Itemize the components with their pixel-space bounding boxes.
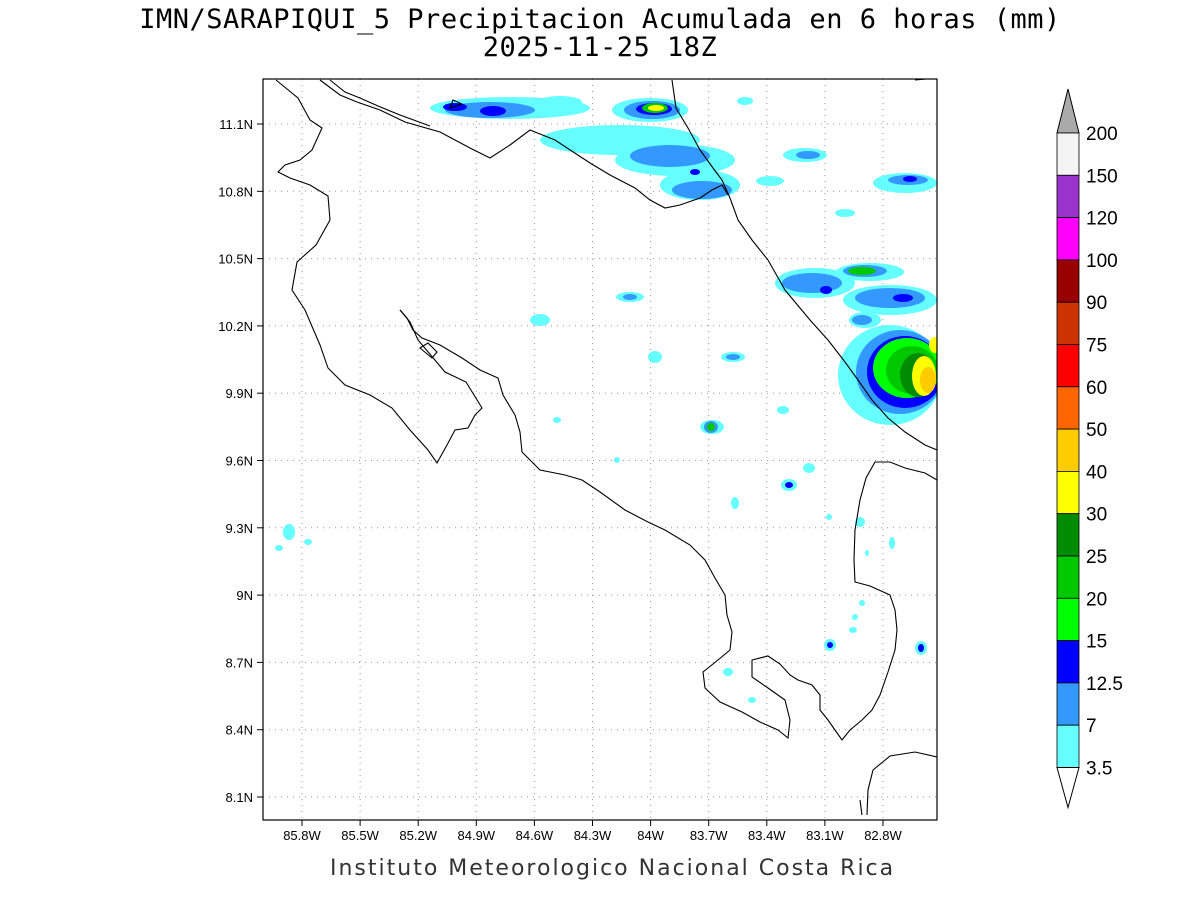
colorbar-label: 20 — [1086, 589, 1107, 610]
colorbar-label: 40 — [1086, 462, 1107, 483]
lat-tick-label: 11.1N — [219, 117, 253, 132]
map-frame — [262, 78, 938, 821]
colorbar-over-arrow — [1056, 88, 1080, 134]
map-title: IMN/SARAPIQUI_5 Precipitacion Acumulada … — [139, 4, 1061, 35]
lon-tick-label: 83.7W — [690, 828, 728, 843]
precipitation-areas — [275, 96, 937, 703]
colorbar-label: 60 — [1086, 378, 1107, 399]
map-gridlines — [263, 79, 937, 820]
colorbar-segment — [1056, 640, 1080, 684]
colorbar-segment — [1056, 344, 1080, 388]
lat-tick-label: 9N — [236, 588, 253, 603]
lon-tick-label: 85.5W — [341, 828, 379, 843]
lon-tick-label: 84.9W — [458, 828, 496, 843]
coastline — [275, 79, 937, 816]
lon-tick-label: 85.2W — [399, 828, 437, 843]
colorbar-segment — [1056, 386, 1080, 430]
colorbar-label: 50 — [1086, 420, 1107, 441]
colorbar-label: 15 — [1086, 632, 1107, 653]
lat-tick-label: 8.7N — [226, 655, 253, 670]
colorbar-segment — [1056, 301, 1080, 345]
colorbar-segment — [1056, 555, 1080, 599]
lon-tick-label: 83.4W — [748, 828, 786, 843]
lon-tick-label: 82.8W — [864, 828, 902, 843]
colorbar-segment — [1056, 174, 1080, 219]
colorbar-label: 75 — [1086, 336, 1107, 357]
lon-tick-label: 84.3W — [574, 828, 612, 843]
map-subtitle-datetime: 2025-11-25 18Z — [482, 32, 718, 63]
colorbar-label: 100 — [1086, 251, 1118, 272]
lat-tick-label: 10.8N — [218, 184, 253, 199]
colorbar-segment — [1056, 470, 1080, 515]
lon-tick-label: 84W — [637, 828, 664, 843]
colorbar-label: 7 — [1086, 716, 1097, 737]
latitude-axis: 11.1N 10.8N 10.5N 10.2N 9.9N 9.6N 9.3N 9N 8.7N 8.… — [218, 117, 263, 805]
colorbar-segment — [1056, 682, 1080, 726]
lat-tick-label: 10.2N — [218, 319, 253, 334]
colorbar-segment — [1056, 597, 1080, 641]
colorbar-label: 120 — [1086, 209, 1118, 230]
lon-tick-label: 84.6W — [516, 828, 554, 843]
lat-tick-label: 8.4N — [226, 723, 253, 738]
colorbar-segment — [1056, 259, 1080, 303]
colorbar-label: 150 — [1086, 166, 1118, 187]
lon-tick-label: 85.8W — [283, 828, 321, 843]
footer-credit: Instituto Meteorologico Nacional Costa R… — [330, 856, 896, 881]
longitude-axis: 85.8W 85.5W 85.2W 84.9W 84.6W 84.3W 84W 83.7W 83… — [283, 820, 903, 843]
colorbar-label: 200 — [1086, 124, 1118, 145]
colorbar-label: 90 — [1086, 293, 1107, 314]
colorbar-segment — [1056, 217, 1080, 261]
colorbar-segment — [1056, 132, 1080, 176]
lat-tick-label: 9.9N — [226, 386, 253, 401]
colorbar-segment — [1056, 724, 1080, 768]
colorbar-label: 25 — [1086, 547, 1107, 568]
colorbar-segment — [1056, 428, 1080, 472]
lon-tick-label: 83.1W — [806, 828, 844, 843]
colorbar-segment — [1056, 513, 1080, 557]
lat-tick-label: 8.1N — [226, 790, 253, 805]
lat-tick-label: 9.3N — [226, 521, 253, 536]
lat-tick-label: 10.5N — [218, 252, 253, 267]
colorbar-label: 3.5 — [1086, 759, 1112, 780]
colorbar-legend: 200 150 120 100 90 75 60 50 40 30 25 20 15 12.5 7 3.5 — [1056, 88, 1123, 810]
colorbar-label: 30 — [1086, 505, 1107, 526]
colorbar-under-arrow — [1056, 767, 1080, 810]
colorbar-label: 12.5 — [1086, 674, 1123, 695]
lat-tick-label: 9.6N — [226, 454, 253, 469]
